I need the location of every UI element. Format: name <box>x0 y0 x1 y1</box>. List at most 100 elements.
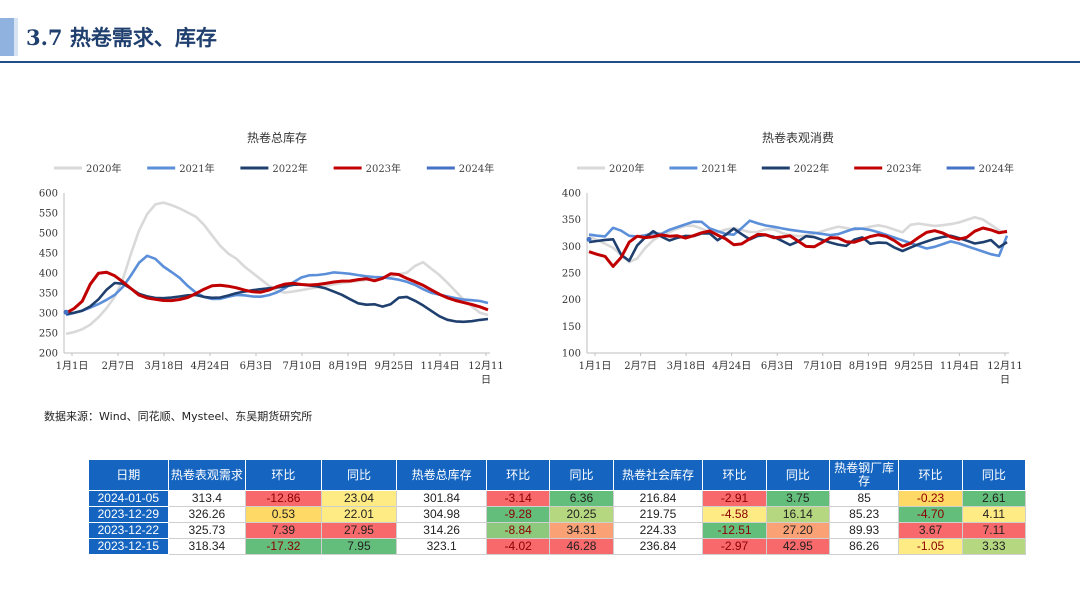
legend-label: 2020年 <box>86 162 121 175</box>
y-tick-label: 500 <box>39 229 58 240</box>
y-tick-label: 250 <box>562 269 581 280</box>
y-tick-label: 350 <box>39 289 58 300</box>
table-cell: -9.28 <box>486 506 551 523</box>
legend-label: 2023年 <box>366 162 401 175</box>
table-row: 2023-12-15 318.34 -17.32 7.95 323.1 -4.02 46.2… <box>88 538 1027 555</box>
table-cell: -3.14 <box>486 490 551 507</box>
legend-label: 2022年 <box>794 162 829 175</box>
y-tick-label: 200 <box>562 295 581 306</box>
column-header: 环比 <box>245 459 322 491</box>
x-tick-label: 6月3日 <box>761 360 794 372</box>
y-tick-label: 550 <box>39 209 58 220</box>
x-tick-label-wrap: 日 <box>1000 375 1010 386</box>
table-header-row: 日期 热卷表观需求 环比 同比 热卷总库存 环比 同比 热卷社会库存 环比 同比 热卷钢厂库存 环比同… <box>88 459 1027 491</box>
table-cell: 3.33 <box>961 538 1027 555</box>
table-cell: 42.95 <box>765 538 830 555</box>
x-tick-label: 12月11 <box>468 360 503 372</box>
table-cell: 7.11 <box>961 522 1027 539</box>
date-cell: 2023-12-29 <box>88 506 169 523</box>
table-cell: 85.23 <box>828 506 900 523</box>
table-cell: 3.75 <box>765 490 830 507</box>
table-cell: 46.28 <box>549 538 614 555</box>
apparent-consumption-chart-svg: 热卷表观消费 2020年 2021年 2022年 2023年 2024年 100 150 200… <box>562 130 1023 386</box>
table-row: 2023-12-22 325.73 7.39 27.95 314.26 -8.84 34.3… <box>88 522 1027 539</box>
table-cell: 236.84 <box>612 538 704 555</box>
table-cell: 20.25 <box>549 506 614 523</box>
table-cell: 3.67 <box>898 522 963 539</box>
table-cell: 301.84 <box>396 490 488 507</box>
summary-table: 日期 热卷表观需求 环比 同比 热卷总库存 环比 同比 热卷社会库存 环比 同比 热卷钢厂库存 环比同… <box>88 459 1027 555</box>
y-tick-label: 200 <box>39 349 58 360</box>
chart-title: 热卷表观消费 <box>762 130 834 145</box>
table-cell: 85 <box>828 490 900 507</box>
table-cell: 219.75 <box>612 506 704 523</box>
table-row: 2023-12-29 326.26 0.53 22.01 304.98 -9.28 20.2… <box>88 506 1027 523</box>
table-cell: -2.97 <box>702 538 767 555</box>
x-tick-label: 9月25日 <box>894 360 933 372</box>
legend-label: 2020年 <box>609 162 644 175</box>
total-inventory-chart: 热卷总库存 2020年 2021年 2022年 2023年 2024年 200 250 300 3… <box>30 120 510 400</box>
table-cell: 89.93 <box>828 522 900 539</box>
y-tick-label: 400 <box>562 189 581 200</box>
table-cell: 7.39 <box>245 522 322 539</box>
column-header: 热卷社会库存 <box>612 459 704 491</box>
header-accent-bar-light <box>14 18 18 56</box>
table-cell: 323.1 <box>396 538 488 555</box>
table-cell: -12.51 <box>702 522 767 539</box>
column-header: 环比 <box>486 459 551 491</box>
chart-title: 热卷总库存 <box>247 130 307 145</box>
column-header: 环比 <box>898 459 963 491</box>
table-cell: 4.11 <box>961 506 1027 523</box>
series-point <box>63 309 69 315</box>
table-cell: 216.84 <box>612 490 704 507</box>
table-cell: 7.95 <box>320 538 398 555</box>
column-header: 热卷钢厂库存 <box>828 459 900 491</box>
x-tick-label: 2月7日 <box>102 360 135 372</box>
table-body: 2024-01-05 313.4 -12.86 23.04 301.84 -3.14 6.3… <box>88 490 1027 555</box>
x-tick-label: 1月1日 <box>56 360 89 372</box>
y-tick-label: 450 <box>39 249 58 260</box>
table-cell: -0.23 <box>898 490 963 507</box>
table-cell: 326.26 <box>167 506 247 523</box>
column-header: 同比 <box>549 459 614 491</box>
date-cell: 2024-01-05 <box>88 490 169 507</box>
series-line <box>65 270 489 315</box>
y-tick-label: 100 <box>562 349 581 360</box>
table-cell: 318.34 <box>167 538 247 555</box>
series-point <box>586 236 592 242</box>
header-divider <box>0 61 1080 63</box>
x-tick-label: 11月4日 <box>940 360 979 372</box>
table-cell: 22.01 <box>320 506 398 523</box>
column-header: 热卷总库存 <box>396 459 488 491</box>
column-header: 环比 <box>702 459 767 491</box>
x-tick-label: 3月18日 <box>667 360 706 372</box>
series-line <box>588 226 1008 268</box>
table-cell: 313.4 <box>167 490 247 507</box>
x-tick-label: 3月18日 <box>144 360 183 372</box>
legend-label: 2024年 <box>459 162 494 175</box>
date-cell: 2023-12-22 <box>88 522 169 539</box>
column-header: 同比 <box>765 459 830 491</box>
table-row: 2024-01-05 313.4 -12.86 23.04 301.84 -3.14 6.3… <box>88 490 1027 507</box>
x-tick-label: 4月24日 <box>190 360 229 372</box>
column-header: 热卷表观需求 <box>167 459 247 491</box>
column-header: 日期 <box>88 459 169 491</box>
y-tick-label: 350 <box>562 215 581 226</box>
table-cell: 2.61 <box>961 490 1027 507</box>
legend-label: 2024年 <box>979 162 1014 175</box>
table-cell: 27.95 <box>320 522 398 539</box>
table-cell: -8.84 <box>486 522 551 539</box>
page-title: 3.7 热卷需求、库存 <box>26 25 217 50</box>
x-tick-label: 8月19日 <box>328 360 367 372</box>
x-tick-label: 7月10日 <box>282 360 321 372</box>
table-cell: -12.86 <box>245 490 322 507</box>
legend-label: 2022年 <box>272 162 307 175</box>
table-cell: 6.36 <box>549 490 614 507</box>
x-tick-label-wrap: 日 <box>481 375 491 386</box>
y-tick-label: 150 <box>562 322 581 333</box>
x-tick-label: 4月24日 <box>712 360 751 372</box>
table-cell: -17.32 <box>245 538 322 555</box>
table-cell: 27.20 <box>765 522 830 539</box>
x-tick-label: 7月10日 <box>803 360 842 372</box>
table-cell: -4.02 <box>486 538 551 555</box>
